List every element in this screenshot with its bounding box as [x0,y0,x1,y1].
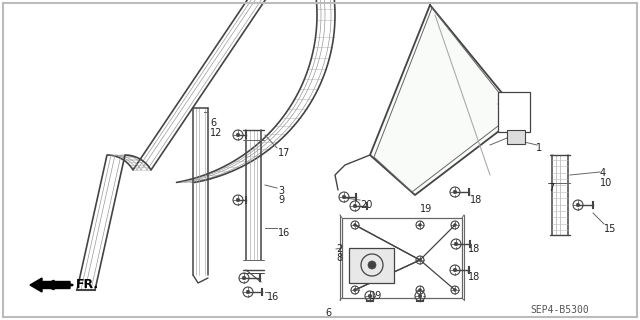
Text: 9: 9 [278,195,284,205]
Bar [498,92,530,132]
Text: 4: 4 [600,168,606,178]
Circle shape [419,224,421,227]
Circle shape [368,294,372,298]
Bar [507,130,525,144]
Circle shape [236,198,240,202]
Text: 12: 12 [210,128,222,138]
Text: 18: 18 [470,195,483,205]
Text: 6: 6 [210,118,216,128]
Circle shape [419,289,421,292]
Circle shape [454,242,458,246]
Circle shape [454,289,456,292]
Text: 18: 18 [468,272,480,282]
Circle shape [342,195,346,199]
Text: 16: 16 [278,228,291,238]
Circle shape [419,294,422,298]
Bar [349,248,394,283]
Circle shape [243,276,246,280]
Text: SEP4-B5300: SEP4-B5300 [530,305,589,315]
Circle shape [576,203,580,207]
Text: 18: 18 [468,244,480,254]
FancyArrow shape [30,278,70,292]
Circle shape [419,259,421,261]
Text: 15: 15 [604,224,616,234]
Text: 1: 1 [536,143,542,153]
Text: 16: 16 [267,292,279,302]
Text: 17: 17 [278,148,291,158]
Text: 3: 3 [278,186,284,196]
Text: 6: 6 [325,308,331,318]
Circle shape [354,289,356,292]
Text: FR.: FR. [76,278,99,292]
Text: 8: 8 [336,253,342,263]
Circle shape [246,290,250,294]
Text: 19: 19 [420,204,432,214]
Text: 20: 20 [360,200,372,210]
Circle shape [236,133,240,137]
Circle shape [454,224,456,227]
Circle shape [368,261,376,269]
Circle shape [354,224,356,227]
Text: 7: 7 [548,183,554,193]
Text: 13: 13 [520,110,532,120]
Bar [342,218,462,298]
Circle shape [453,190,457,194]
Polygon shape [370,5,520,195]
Text: 10: 10 [600,178,612,188]
Text: 14: 14 [520,120,532,130]
Text: 19: 19 [370,291,382,301]
Circle shape [453,268,457,272]
Text: 2: 2 [336,244,342,254]
Circle shape [353,204,356,208]
